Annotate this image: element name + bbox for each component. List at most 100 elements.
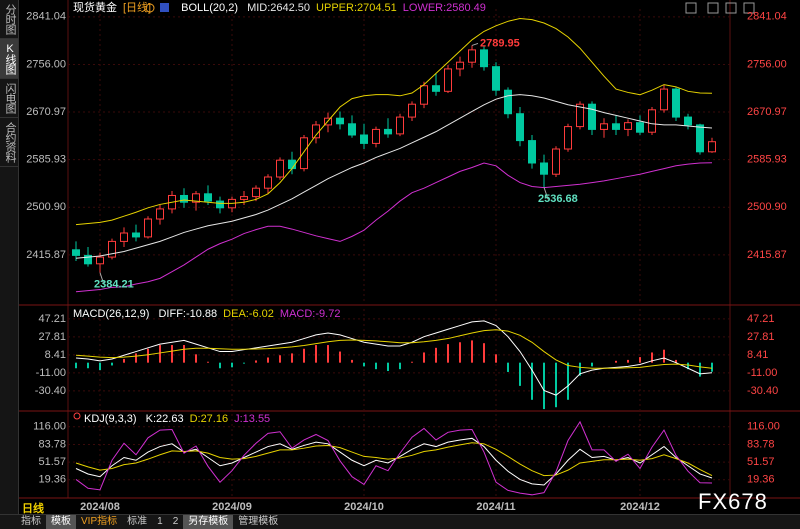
legend-entry: K:22.63 bbox=[145, 413, 184, 425]
bottom-tab[interactable]: 1 bbox=[157, 516, 163, 527]
annotation-leader bbox=[99, 272, 105, 285]
candle-body bbox=[96, 256, 104, 265]
indicator-name: KDJ(9,3,3) bbox=[84, 413, 137, 425]
x-tick-label: 2024/11 bbox=[476, 501, 515, 513]
bottom-tab[interactable]: 2 bbox=[172, 516, 179, 527]
candle-body bbox=[264, 176, 272, 189]
candle-body bbox=[456, 61, 464, 70]
candle-body bbox=[420, 85, 428, 105]
candle-body bbox=[552, 148, 560, 175]
y-tick-label-right: 27.81 bbox=[747, 331, 775, 343]
candle-body bbox=[396, 116, 404, 135]
y-tick-label: 83.78 bbox=[38, 438, 66, 450]
y-tick-label: 2415.87 bbox=[26, 249, 66, 261]
bottom-tab[interactable]: 管理模板 bbox=[238, 516, 279, 527]
bottom-tab[interactable]: VIP指标 bbox=[81, 516, 118, 527]
bottom-tab[interactable]: 指标 bbox=[21, 516, 41, 527]
period-label: 日线 bbox=[22, 503, 44, 515]
y-tick-label: 2756.00 bbox=[26, 58, 66, 70]
candle-body bbox=[648, 109, 656, 133]
toolbar-icon[interactable] bbox=[685, 2, 697, 14]
candle-body bbox=[348, 123, 356, 136]
y-tick-label: 2670.97 bbox=[26, 106, 66, 118]
legend-entry: DIFF:-10.88 bbox=[158, 308, 218, 320]
y-tick-label: 116.00 bbox=[33, 421, 66, 433]
candle-body bbox=[240, 196, 248, 200]
y-tick-label: 2841.04 bbox=[26, 11, 66, 23]
candle-body bbox=[132, 232, 140, 238]
candle-body bbox=[600, 123, 608, 130]
line-series bbox=[75, 420, 713, 496]
panel-icon[interactable] bbox=[73, 412, 81, 420]
y-tick-label-right: 2585.93 bbox=[747, 154, 787, 166]
kdj-header: KDJ(9,3,3) K:22.63 D:27.16 J:13.55 bbox=[84, 412, 276, 426]
legend-entry: UPPER:2704.51 bbox=[316, 2, 397, 14]
candle-body bbox=[216, 200, 224, 209]
sidebar-tab[interactable]: 闪电图 bbox=[0, 79, 18, 118]
candle-body bbox=[516, 113, 524, 142]
y-tick-label: 51.57 bbox=[38, 456, 66, 468]
annotation: 2789.95 bbox=[480, 37, 520, 49]
x-tick-label: 2024/09 bbox=[212, 501, 252, 513]
y-tick-label-right: 2670.97 bbox=[747, 106, 787, 118]
annotation: 2536.68 bbox=[538, 193, 578, 205]
y-tick-label-right: 83.78 bbox=[747, 438, 775, 450]
y-tick-label-right: 2756.00 bbox=[747, 58, 787, 70]
candle-body bbox=[84, 254, 92, 265]
toolbar-icon[interactable] bbox=[743, 2, 755, 14]
y-tick-label: 27.81 bbox=[38, 331, 66, 343]
candle-body bbox=[192, 193, 200, 203]
candle-body bbox=[684, 116, 692, 126]
toolbar-icon[interactable] bbox=[707, 2, 719, 14]
indicator-icon[interactable] bbox=[160, 3, 169, 12]
add-icon[interactable] bbox=[145, 3, 155, 13]
candle-body bbox=[588, 103, 596, 130]
y-tick-label-right: 2841.04 bbox=[747, 11, 787, 23]
sidebar-tab[interactable]: K线图 bbox=[0, 39, 18, 79]
sidebar-tab[interactable]: 分时图 bbox=[0, 0, 18, 39]
candle-body bbox=[336, 117, 344, 125]
period: [日线] bbox=[123, 2, 152, 14]
legend-entry: J:13.55 bbox=[234, 413, 271, 425]
y-tick-label: -30.40 bbox=[35, 385, 66, 397]
line-series bbox=[75, 162, 713, 293]
candle-body bbox=[492, 66, 500, 91]
y-tick-label: 8.41 bbox=[45, 349, 66, 361]
legend-entry: MID:2642.50 bbox=[247, 2, 311, 14]
x-tick-label: 2024/08 bbox=[80, 501, 120, 513]
toolbar-icon[interactable] bbox=[725, 2, 737, 14]
y-tick-label: 2585.93 bbox=[26, 154, 66, 166]
candle-body bbox=[300, 137, 308, 170]
candle-body bbox=[372, 128, 380, 144]
candle-body bbox=[204, 193, 212, 202]
bottom-tab[interactable]: 标准 bbox=[127, 516, 148, 527]
candle-body bbox=[612, 123, 620, 130]
line-series bbox=[75, 94, 713, 259]
candle-body bbox=[120, 232, 128, 242]
sidebar-tab[interactable]: 合约资料 bbox=[0, 118, 18, 167]
legend-entry: DEA:-6.02 bbox=[223, 308, 274, 320]
candle-body bbox=[528, 140, 536, 164]
y-tick-label: 2500.90 bbox=[26, 201, 66, 213]
candle-body bbox=[312, 124, 320, 139]
indicator-name: BOLL(20,2) bbox=[181, 2, 238, 14]
y-tick-label-right: 47.21 bbox=[747, 313, 775, 325]
bottom-tab[interactable]: 另存模板 bbox=[183, 515, 234, 529]
annotation-leader bbox=[543, 187, 549, 200]
y-tick-label-right: 2500.90 bbox=[747, 201, 787, 213]
x-tick-label: 2024/10 bbox=[344, 501, 384, 513]
candle-body bbox=[144, 218, 152, 238]
annotation-leader bbox=[471, 42, 479, 46]
candle-body bbox=[696, 124, 704, 153]
candle-body bbox=[468, 49, 476, 63]
x-tick-label: 2024/12 bbox=[620, 501, 660, 513]
price-header: 现货黄金 [日线] BOLL(20,2) MID:2642.50 UPPER:2704… bbox=[73, 1, 492, 15]
candle-body bbox=[540, 162, 548, 175]
candle-body bbox=[708, 141, 716, 153]
y-tick-label-right: 19.36 bbox=[747, 474, 775, 486]
bottom-tab[interactable]: 模板 bbox=[46, 515, 76, 529]
candle-body bbox=[180, 194, 188, 203]
line-series bbox=[75, 442, 713, 477]
